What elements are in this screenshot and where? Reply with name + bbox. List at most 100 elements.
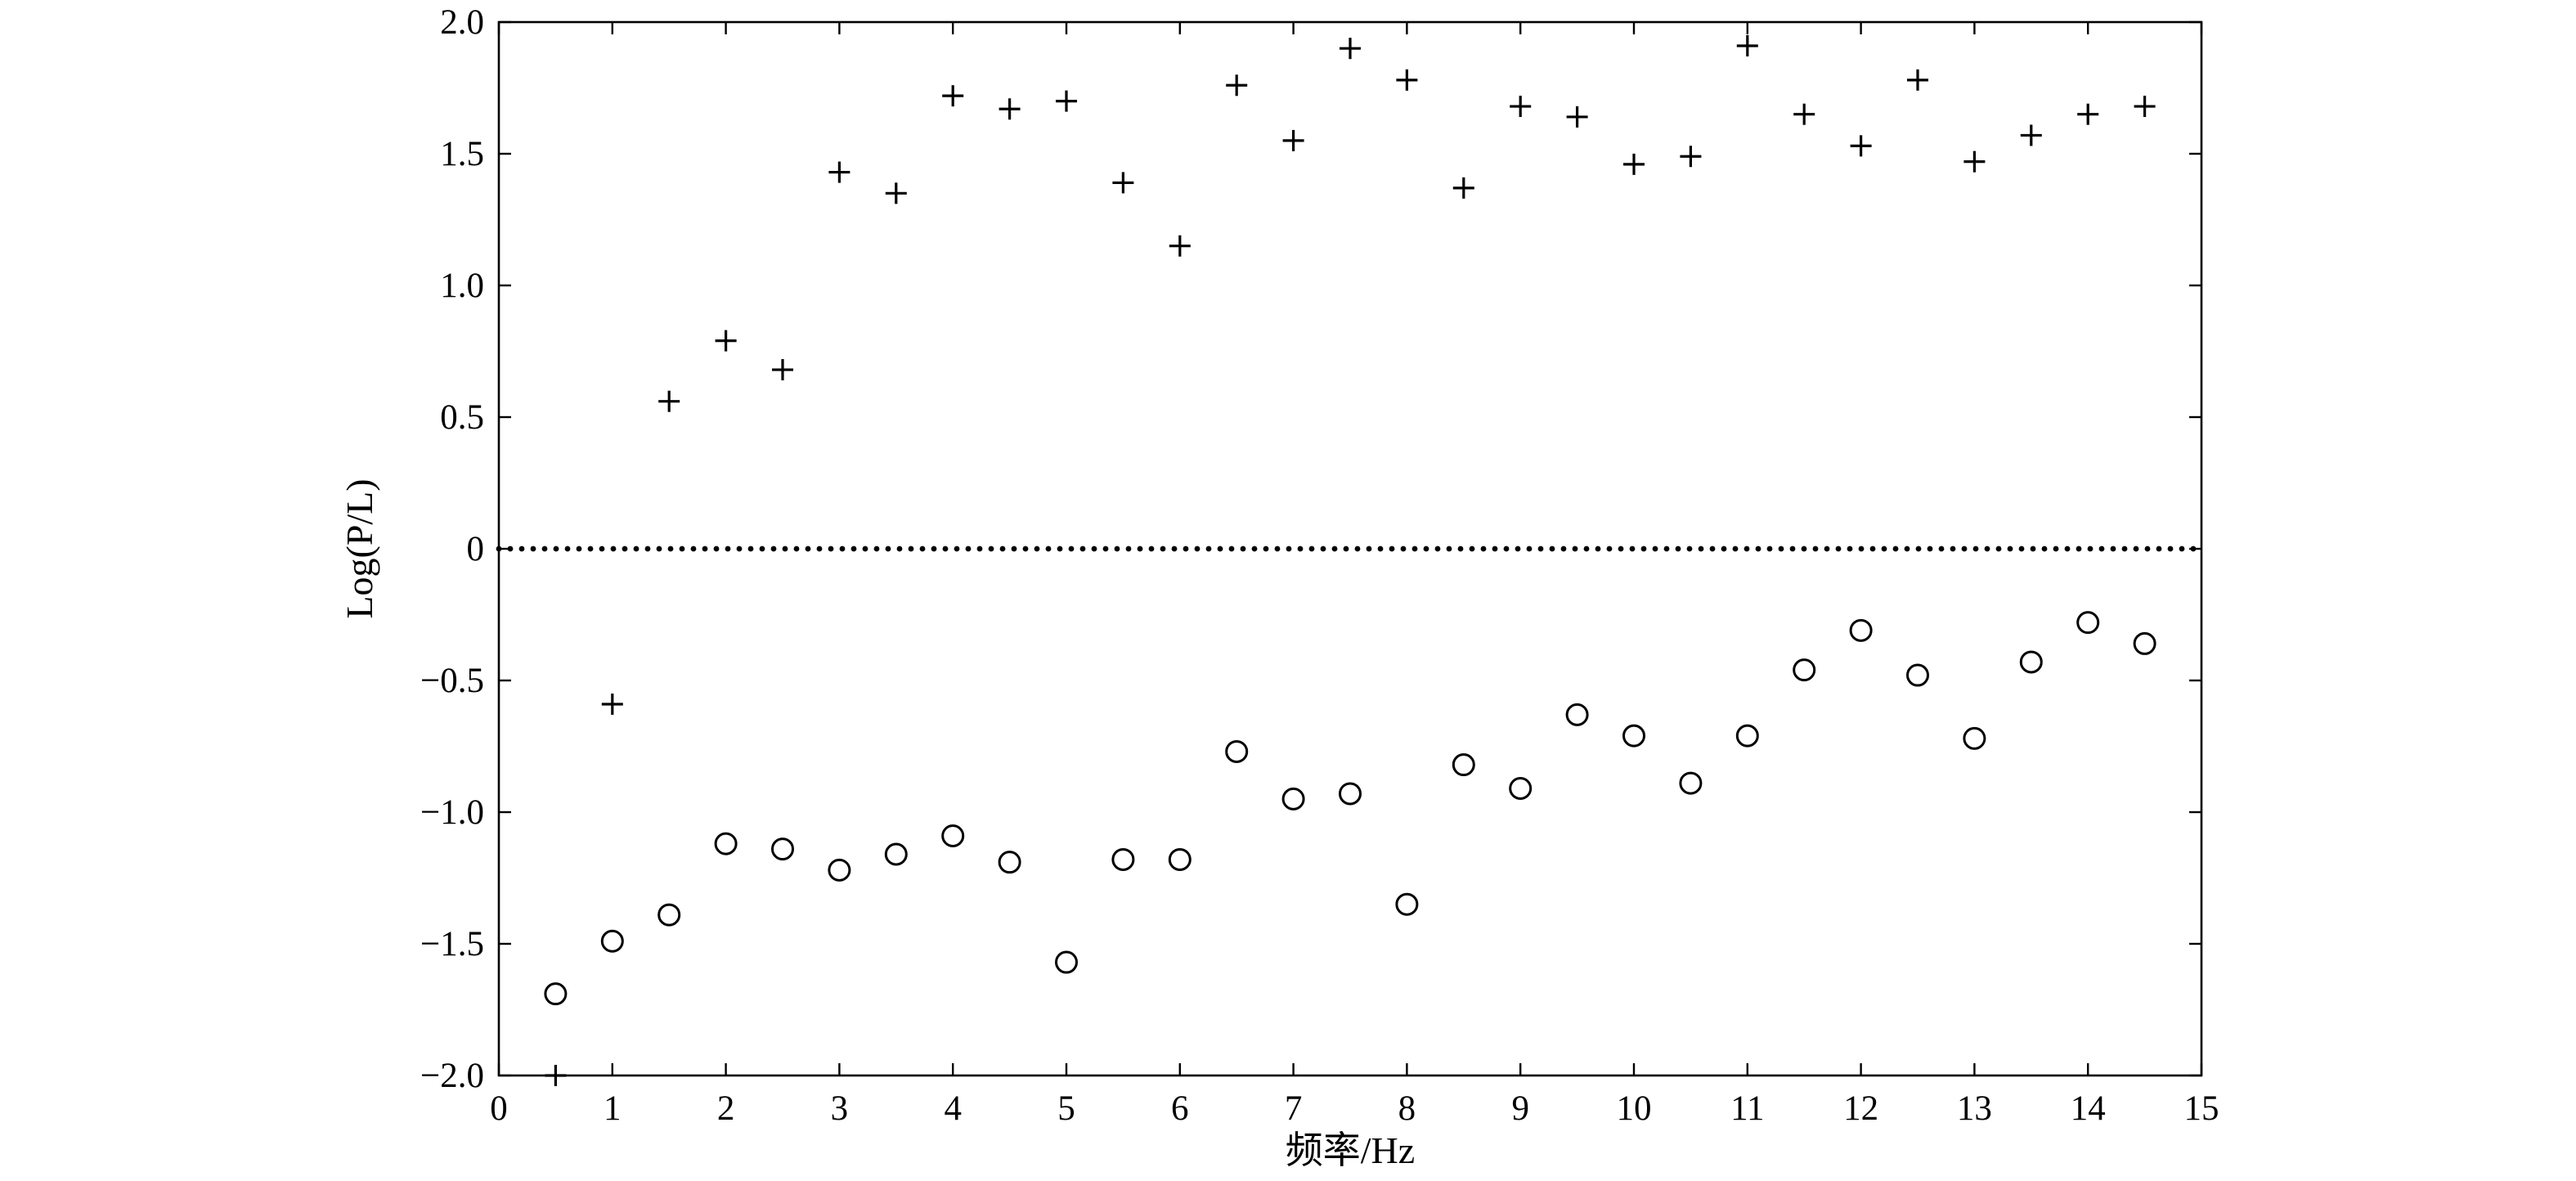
zero-line-dot bbox=[1515, 546, 1521, 552]
circle-marker bbox=[884, 842, 908, 866]
zero-line-dot bbox=[2133, 546, 2139, 552]
plot-frame bbox=[497, 20, 2203, 1077]
circle-marker bbox=[771, 837, 794, 861]
zero-line-dot bbox=[1766, 546, 1773, 552]
zero-line-dot bbox=[896, 546, 903, 552]
plus-marker bbox=[658, 390, 680, 412]
y-axis-label: Log(P/L) bbox=[339, 478, 380, 618]
circle-marker bbox=[1395, 892, 1419, 916]
zero-line-dot bbox=[725, 546, 731, 552]
zero-line-dot bbox=[1022, 546, 1029, 552]
plus-marker bbox=[1680, 146, 1702, 168]
zero-line-dot bbox=[1995, 546, 2002, 552]
zero-line-dot bbox=[1927, 546, 1933, 552]
zero-line-dot bbox=[1469, 546, 1475, 552]
zero-line-dot bbox=[1194, 546, 1200, 552]
zero-line-dot bbox=[1709, 546, 1716, 552]
circle-marker bbox=[2019, 650, 2043, 674]
zero-line-dot bbox=[999, 546, 1006, 552]
zero-line-dot bbox=[1618, 546, 1624, 552]
zero-line-dot bbox=[702, 546, 708, 552]
zero-line-dot bbox=[1434, 546, 1441, 552]
zero-line-dot bbox=[1068, 546, 1075, 552]
zero-line-dot bbox=[1789, 546, 1796, 552]
zero-line-dot bbox=[1400, 546, 1407, 552]
zero-line-dot bbox=[2064, 546, 2071, 552]
zero-line-dot bbox=[1732, 546, 1739, 552]
zero-line-dot bbox=[988, 546, 994, 552]
circle-marker bbox=[1849, 618, 1873, 642]
y-tick-label: −2.0 bbox=[420, 1057, 484, 1095]
zero-line-dot bbox=[541, 546, 548, 552]
zero-line-dot bbox=[965, 546, 972, 552]
zero-line-dot bbox=[1663, 546, 1670, 552]
zero-line-dot bbox=[736, 546, 743, 552]
zero-line-dot bbox=[1274, 546, 1281, 552]
zero-line-dot bbox=[1721, 546, 1727, 552]
zero-line-dot bbox=[919, 546, 926, 552]
zero-line-dot bbox=[1972, 546, 1979, 552]
zero-line-dot bbox=[1744, 546, 1750, 552]
zero-line-dot bbox=[747, 546, 754, 552]
x-tick-label: 11 bbox=[1730, 1089, 1764, 1128]
zero-line-dot bbox=[622, 546, 628, 552]
circle-marker bbox=[1793, 658, 1816, 682]
x-tick-label: 12 bbox=[1843, 1089, 1878, 1128]
zero-line-dot bbox=[1950, 546, 1956, 552]
zero-line-dot bbox=[816, 546, 823, 552]
zero-line-dot bbox=[2041, 546, 2048, 552]
circle-marker bbox=[1055, 950, 1078, 974]
zero-line-dot bbox=[1114, 546, 1120, 552]
zero-line-dot bbox=[2167, 546, 2174, 552]
zero-line-dot bbox=[2110, 546, 2116, 552]
zero-line-dot bbox=[1652, 546, 1658, 552]
zero-line-dot bbox=[759, 546, 765, 552]
zero-line-dot bbox=[2053, 546, 2059, 552]
plus-marker bbox=[1850, 135, 1872, 157]
zero-line-dot bbox=[1537, 546, 1544, 552]
circle-marker bbox=[714, 832, 738, 855]
circle-marker bbox=[1168, 847, 1192, 871]
zero-line-dot bbox=[805, 546, 811, 552]
zero-line-dot bbox=[507, 546, 514, 552]
zero-line-dot bbox=[667, 546, 674, 552]
zero-line-dot bbox=[1961, 546, 1968, 552]
zero-line-dot bbox=[1492, 546, 1498, 552]
zero-line-dot bbox=[1984, 546, 1990, 552]
zero-line-dot bbox=[1377, 546, 1384, 552]
y-tick-label: 0.5 bbox=[440, 398, 484, 437]
zero-line-dot bbox=[644, 546, 651, 552]
zero-line-dot bbox=[1835, 546, 1842, 552]
zero-line-dot bbox=[576, 546, 582, 552]
x-tick-label: 7 bbox=[1285, 1089, 1303, 1128]
zero-line-dot bbox=[1011, 546, 1017, 552]
x-tick-label: 4 bbox=[944, 1089, 962, 1128]
zero-line-dot bbox=[1915, 546, 1922, 552]
x-tick-label: 2 bbox=[717, 1089, 735, 1128]
x-axis-label: 频率/Hz bbox=[1286, 1129, 1415, 1171]
plus-marker bbox=[772, 359, 793, 381]
axis-ticks bbox=[497, 20, 2203, 1077]
zero-line-dot bbox=[1881, 546, 1887, 552]
zero-line-dot bbox=[679, 546, 685, 552]
zero-line-dot bbox=[1297, 546, 1304, 552]
circle-marker bbox=[1622, 724, 1645, 748]
plus-marker bbox=[1793, 103, 1815, 125]
circle-marker bbox=[1679, 771, 1703, 795]
plus-marker bbox=[1340, 38, 1361, 60]
circle-marker bbox=[828, 858, 851, 882]
zero-line-dot bbox=[770, 546, 777, 552]
x-tick-label: 13 bbox=[1957, 1089, 1992, 1128]
plus-marker bbox=[1510, 96, 1532, 118]
zero-line-dot bbox=[633, 546, 640, 552]
plus-marker bbox=[1056, 90, 1077, 112]
zero-line-dot bbox=[1457, 546, 1464, 552]
x-tick-label: 14 bbox=[2071, 1089, 2106, 1128]
zero-line-dot bbox=[1171, 546, 1178, 552]
plus-marker bbox=[1736, 34, 1758, 56]
zero-line-dot bbox=[1228, 546, 1235, 552]
zero-line-dot bbox=[1343, 546, 1349, 552]
zero-line-dot bbox=[1503, 546, 1510, 552]
y-tick-label: −0.5 bbox=[420, 662, 484, 700]
plus-marker bbox=[601, 693, 623, 715]
